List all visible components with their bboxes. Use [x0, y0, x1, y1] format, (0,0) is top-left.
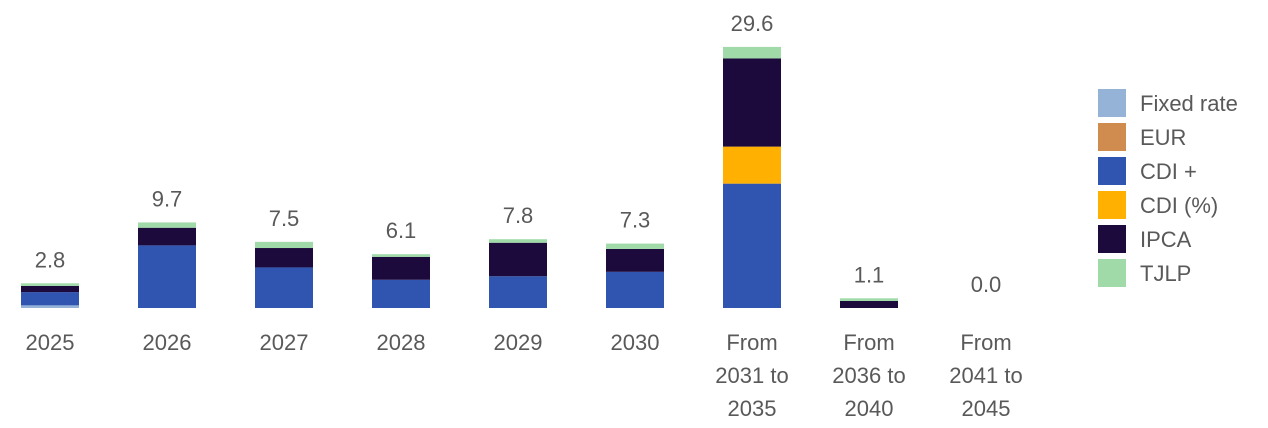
- bar-segment: [255, 267, 313, 308]
- x-tick-label: From 2031 to 2035: [715, 330, 789, 421]
- bar-segment: [21, 305, 79, 308]
- bar-segment: [723, 46, 781, 59]
- x-tick-label: 2029: [493, 330, 543, 355]
- x-tick-label: 2027: [259, 330, 309, 355]
- total-label: 9.7: [152, 186, 183, 211]
- legend-label: CDI (%): [1140, 193, 1218, 218]
- total-label: 7.5: [269, 206, 300, 231]
- legend-swatch: [1098, 259, 1126, 287]
- bar-segment: [138, 222, 196, 228]
- bar-segment: [723, 58, 781, 147]
- bar-segment: [21, 285, 79, 293]
- x-tick-label: 2028: [376, 330, 426, 355]
- total-label: 6.1: [386, 218, 417, 243]
- legend-swatch: [1098, 191, 1126, 219]
- legend-label: EUR: [1140, 125, 1186, 150]
- bar-segment: [489, 242, 547, 277]
- total-label: 29.6: [731, 11, 774, 36]
- total-label: 7.8: [503, 203, 534, 228]
- x-tick-label: 2030: [610, 330, 660, 355]
- legend-swatch: [1098, 157, 1126, 185]
- total-label: 7.3: [620, 208, 651, 233]
- bar-segment: [606, 271, 664, 308]
- legend-swatch: [1098, 123, 1126, 151]
- x-tick-label: 2025: [25, 330, 75, 355]
- x-tick-label: From 2041 to 2045: [949, 330, 1023, 421]
- bar-segment: [255, 241, 313, 249]
- bar-segment: [138, 245, 196, 308]
- x-tick-label: 2026: [142, 330, 192, 355]
- total-label: 1.1: [854, 262, 885, 287]
- bar-segment: [372, 279, 430, 308]
- bar-segment: [21, 283, 79, 286]
- bar-segment: [372, 256, 430, 280]
- bar-segment: [489, 239, 547, 243]
- bar-segment: [723, 183, 781, 308]
- bar-segment: [723, 146, 781, 184]
- bar-segment: [21, 292, 79, 306]
- bar-segment: [606, 248, 664, 272]
- legend-swatch: [1098, 89, 1126, 117]
- bar-segment: [606, 243, 664, 249]
- bar-segment: [372, 254, 430, 257]
- legend-label: CDI +: [1140, 159, 1197, 184]
- bar-segment: [255, 248, 313, 268]
- legend-label: TJLP: [1140, 261, 1191, 286]
- total-label: 2.8: [35, 247, 66, 272]
- total-label: 0.0: [971, 272, 1002, 297]
- bar-segment: [489, 276, 547, 308]
- x-tick-label: From 2036 to 2040: [832, 330, 906, 421]
- bar-segment: [840, 298, 898, 301]
- legend-label: IPCA: [1140, 227, 1192, 252]
- bar-segment: [138, 227, 196, 246]
- legend-swatch: [1098, 225, 1126, 253]
- legend-label: Fixed rate: [1140, 91, 1238, 116]
- bar-segment: [840, 300, 898, 308]
